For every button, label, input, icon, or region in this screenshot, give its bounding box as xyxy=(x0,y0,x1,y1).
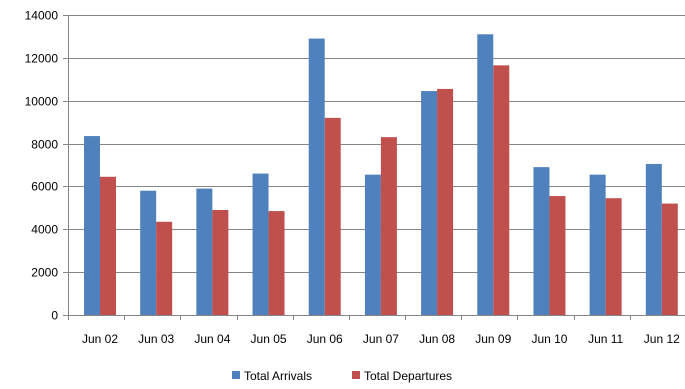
x-category-label: Jun 02 xyxy=(82,332,118,346)
x-category-label: Jun 10 xyxy=(531,332,567,346)
bar-total-arrivals xyxy=(645,163,662,315)
bar-total-arrivals xyxy=(308,38,325,315)
bar-total-arrivals xyxy=(477,34,494,316)
bar-total-departures xyxy=(493,65,510,315)
y-tick-label: 6000 xyxy=(31,180,58,194)
bar-total-departures xyxy=(549,196,566,315)
x-axis: Jun 02 Jun 03 Jun 04 Jun 05 Jun 06 Jun 07 Jun … xyxy=(68,315,685,346)
x-category-label: Jun 03 xyxy=(138,332,174,346)
bar-total-arrivals xyxy=(589,174,606,315)
bar-total-departures xyxy=(437,88,454,315)
bar-total-departures xyxy=(380,137,397,315)
y-tick-label: 8000 xyxy=(31,138,58,152)
x-category-label: Jun 09 xyxy=(475,332,511,346)
x-category-label: Jun 08 xyxy=(419,332,455,346)
legend-swatch xyxy=(232,371,240,379)
bar-total-departures xyxy=(661,203,678,315)
bar-total-departures xyxy=(324,117,341,315)
bar-total-departures xyxy=(156,221,173,315)
x-category-label: Jun 05 xyxy=(251,332,287,346)
bar-total-arrivals xyxy=(84,136,100,315)
bar-total-arrivals xyxy=(196,188,213,315)
y-tick-label: 10000 xyxy=(25,95,59,109)
x-category-label: Jun 04 xyxy=(194,332,230,346)
x-category-label: Jun 06 xyxy=(307,332,343,346)
y-tick-label: 2000 xyxy=(31,266,58,280)
bar-total-arrivals xyxy=(140,190,157,315)
bar-total-arrivals xyxy=(421,91,438,315)
y-tick-label: 14000 xyxy=(25,9,59,23)
bar-total-departures xyxy=(605,198,622,315)
bar-total-arrivals xyxy=(252,173,269,315)
bar-total-arrivals xyxy=(533,167,550,315)
x-category-label: Jun 11 xyxy=(588,332,623,346)
legend-label: Total Arrivals xyxy=(244,369,312,383)
x-category-label: Jun 07 xyxy=(363,332,399,346)
bar-total-departures xyxy=(100,176,116,315)
y-tick-label: 0 xyxy=(51,309,58,323)
x-category-label: Jun 12 xyxy=(644,332,680,346)
bars xyxy=(84,34,678,316)
legend-swatch xyxy=(352,371,360,379)
y-tick-label: 4000 xyxy=(31,223,58,237)
y-tick-label: 12000 xyxy=(25,52,59,66)
bar-total-arrivals xyxy=(364,174,381,315)
bar-total-departures xyxy=(212,210,229,315)
legend-label: Total Departures xyxy=(364,369,452,383)
bar-total-departures xyxy=(268,211,285,315)
y-axis: 0 2000 4000 6000 8000 10000 12000 14000 xyxy=(25,9,69,323)
legend: Total Arrivals Total Departures xyxy=(232,369,452,383)
